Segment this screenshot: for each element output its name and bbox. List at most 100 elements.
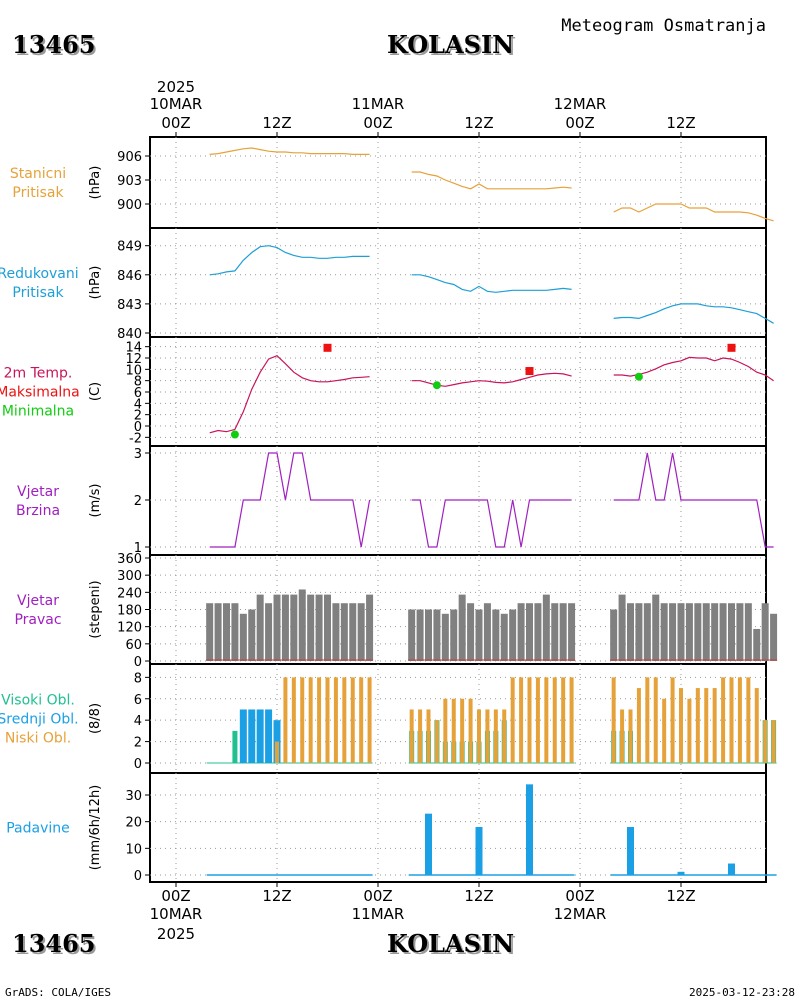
cloud-bar-low [485,709,490,763]
cloud-bar-mid [256,709,264,763]
tmin-marker [432,381,441,390]
panel-reduced-frame [149,227,767,338]
panels-group: 906903900(hPa)StanicniPritisak8498468438… [0,132,778,887]
bottom-hour-3: 00Z [363,887,392,905]
direction-bar [433,609,441,661]
panel-wind_direction-ytick-label: 0 [134,655,142,670]
precip-bar [627,827,634,875]
top-hour-1: 00Z [161,114,190,132]
panel-wind_speed-series-line [411,499,572,548]
station-name: KOLASIN [387,30,514,59]
tmax-marker [323,343,332,352]
cloud-bar-low [687,698,692,763]
cloud-bar-low [493,709,498,763]
cloud-bar-low [569,677,574,763]
panel-temperature-ytick-label: 8 [134,375,142,390]
top-hour-6: 12Z [666,114,695,132]
direction-bar [483,603,491,661]
panel-reduced-series-line [613,303,774,324]
panel-wind_direction-ytick-label: 300 [117,569,142,584]
panel-temperature-series-line [209,354,370,434]
direction-bar [753,628,761,661]
direction-bar [711,603,719,661]
panel-pressure-ytick-label: 900 [117,198,142,213]
cloud-bar-low [325,677,330,763]
cloud-bar-low [333,677,338,763]
panel-precipitation-ytick-label: 20 [125,816,142,831]
top-hour-2: 12Z [262,114,291,132]
cloud-bar-low [662,698,667,763]
footer-station-name-shadow: KOLASIN [389,931,516,960]
panel-precipitation-ytick-label: 10 [125,842,142,857]
cloud-bar-low [275,741,279,763]
panel-reduced-ytick-label: 843 [117,298,142,313]
cloud-bar-low [561,677,566,763]
cloud-bar-low [645,677,650,763]
direction-bar [652,594,660,661]
direction-bar [770,613,778,661]
panel-clouds-title-line-1: Srednji Obl. [0,712,79,728]
cloud-bar-low [679,688,683,763]
direction-bar [425,609,432,661]
cloud-bar-low [721,677,726,763]
panel-clouds-ytick-label: 4 [134,714,142,729]
direction-bar [290,594,298,661]
panel-wind_direction-title-line-0: Vjetar [17,593,59,609]
direction-bar [669,603,677,661]
direction-bar [332,603,340,661]
panel-pressure-title-line-0: Stanicni [10,166,66,182]
direction-bar [214,603,222,661]
precip-bar [728,863,735,875]
panel-wind_direction-ytick-label: 60 [125,638,142,653]
bottom-hour-4: 12Z [464,887,493,905]
cloud-bar-low [695,688,700,763]
cloud-bar-low [367,677,372,763]
cloud-bar-low [460,698,465,763]
footer-station-id: 13465 [12,929,96,958]
panel-pressure-title-line-1: Pritisak [12,185,64,201]
panel-wind_speed-ytick-label: 1 [134,541,142,556]
panel-clouds-unit-label: (8/8) [88,703,103,734]
direction-bar [357,603,365,661]
tmax-marker [727,343,736,352]
bottom-hour-2: 12Z [262,887,291,905]
direction-bar [526,603,533,661]
panel-temperature-ytick-label: 6 [134,386,142,401]
panel-wind_speed-series-line [209,452,371,548]
bottom-hour-6: 12Z [666,887,695,905]
cloud-bar-mid [239,709,247,763]
direction-bar [618,594,626,661]
cloud-bar-low [443,698,448,763]
direction-bar [551,603,559,661]
cloud-bar-low [308,677,313,763]
direction-bar [534,603,542,661]
panel-pressure-series-line [411,171,572,190]
direction-bar [324,594,331,661]
direction-bar [660,603,668,661]
direction-bar [441,613,449,661]
direction-bar [298,589,306,661]
cloud-bar-low [704,688,709,763]
cloud-bar-low [283,677,288,763]
cloud-bar-low [468,698,473,763]
direction-bar [685,603,693,661]
direction-bar [467,603,475,661]
panel-pressure-series-line [613,203,774,222]
bottom-date-3: 12MAR [554,905,607,923]
cloud-bar-low [771,720,776,763]
cloud-bar-mid [265,709,273,763]
direction-bar [265,603,273,661]
tmin-marker [634,372,643,381]
panel-clouds-ytick-label: 2 [134,736,142,751]
direction-bar [223,603,230,661]
direction-bar [761,603,769,661]
cloud-bar-low [527,677,532,763]
cloud-bar-low [409,709,414,763]
cloud-bar-low [519,677,524,763]
top-date-3: 12MAR [554,95,607,113]
direction-bar [408,609,416,661]
direction-bar [500,613,508,661]
cloud-bar-high [232,730,238,763]
direction-bar [273,594,281,661]
